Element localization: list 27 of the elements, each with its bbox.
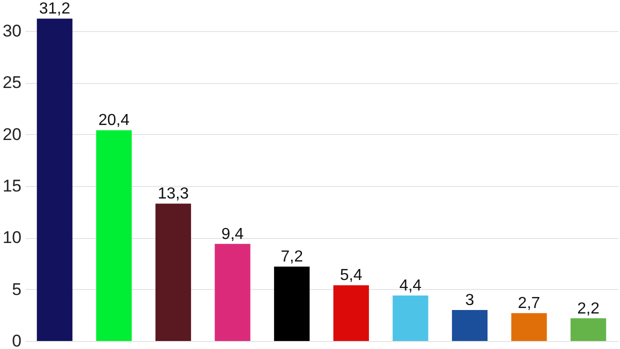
bar [155,204,192,341]
data-label: 7,2 [280,248,304,266]
bar [36,18,72,341]
bar [274,266,310,341]
data-label: 31,2 [39,0,70,18]
data-label: 2,7 [518,295,540,312]
data-label: 3 [465,292,474,309]
y-tick-label: 30 [2,22,22,40]
data-label: 20,4 [98,112,130,130]
data-label: 5,4 [340,267,362,284]
data-label: 9,4 [221,226,244,243]
bar [96,130,132,341]
data-label: 2,2 [577,300,600,318]
bar [452,310,488,341]
y-tick-label: 25 [2,73,22,92]
bar [333,285,369,341]
bar [392,296,428,341]
y-tick-label: 0 [12,332,22,349]
y-tick-label: 5 [12,280,22,299]
bar [214,244,250,341]
bar [570,318,606,341]
data-label: 13,3 [158,186,189,203]
data-label: 4,4 [399,278,422,295]
y-tick-label: 10 [2,228,22,248]
y-tick-label: 20 [2,124,22,144]
y-tick-label: 15 [2,176,22,196]
bar [511,313,547,341]
